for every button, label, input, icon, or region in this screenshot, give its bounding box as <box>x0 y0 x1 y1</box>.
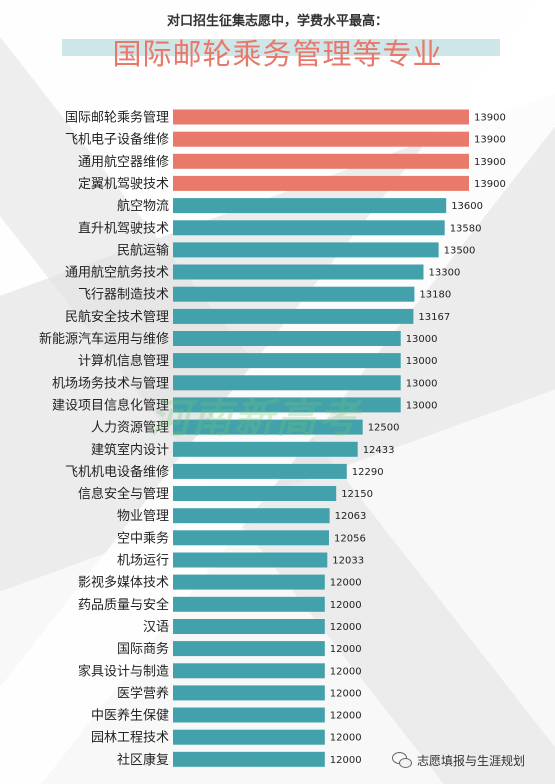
bar <box>173 441 358 457</box>
category-label: 民航运输 <box>117 242 169 258</box>
value-label: 13180 <box>419 290 451 301</box>
value-label: 13000 <box>406 400 438 411</box>
bar <box>173 308 414 324</box>
chart-subtitle: 对口招生征集志愿中，学费水平最高： <box>166 14 388 29</box>
bar <box>173 286 415 302</box>
category-label: 物业管理 <box>117 509 169 524</box>
category-label: 建设项目信息化管理 <box>52 397 169 413</box>
category-label: 空中乘务 <box>117 530 169 546</box>
category-label: 机场场务技术与管理 <box>52 375 169 391</box>
bar <box>173 685 325 701</box>
value-label: 13167 <box>418 312 450 323</box>
category-label: 航空物流 <box>117 198 169 214</box>
value-label: 13900 <box>474 113 506 124</box>
bar <box>173 751 325 767</box>
bar <box>173 353 401 369</box>
category-label: 通用航空航务技术 <box>65 265 169 281</box>
category-label: 新能源汽车运用与维修 <box>39 331 169 347</box>
category-label: 药品质量与安全 <box>78 597 169 613</box>
value-label: 12033 <box>332 556 364 567</box>
bar <box>173 552 328 568</box>
bar <box>173 486 337 501</box>
bar <box>173 131 469 147</box>
value-label: 12000 <box>330 578 362 589</box>
value-label: 13900 <box>474 135 506 146</box>
category-label: 信息安全与管理 <box>78 486 169 502</box>
category-label: 计算机信息管理 <box>78 353 169 369</box>
bar <box>173 220 445 236</box>
category-label: 直升机驾驶技术 <box>78 221 169 236</box>
value-label: 12433 <box>363 445 395 456</box>
category-label: 中医养生保健 <box>91 708 169 724</box>
bar <box>173 419 363 435</box>
category-label: 园林工程技术 <box>91 731 169 746</box>
bar <box>173 264 424 280</box>
category-label: 国际邮轮乘务管理 <box>65 110 169 126</box>
category-label: 汉语 <box>143 620 169 635</box>
footer-account: 志愿填报与生涯规划 <box>417 753 526 768</box>
title-band <box>62 39 500 56</box>
wechat-icon <box>392 751 412 769</box>
value-label: 13000 <box>406 334 438 345</box>
value-label: 12290 <box>352 467 384 478</box>
category-label: 飞行器制造技术 <box>78 288 169 303</box>
category-label: 社区康复 <box>117 752 169 768</box>
watermark: 河南新高考 <box>150 396 360 442</box>
bar <box>173 175 469 191</box>
category-label: 国际商务 <box>117 641 169 657</box>
value-label: 13900 <box>474 157 506 168</box>
category-label: 定翼机驾驶技术 <box>78 177 169 192</box>
bar <box>173 375 401 391</box>
chart-title: 国际邮轮乘务管理等专业 <box>112 37 443 71</box>
category-label: 机场运行 <box>117 554 169 569</box>
bar <box>173 641 325 657</box>
value-label: 12000 <box>330 666 362 677</box>
bar <box>173 729 325 745</box>
bar <box>173 619 325 634</box>
category-label: 民航安全技术管理 <box>65 309 169 325</box>
bar <box>173 596 325 612</box>
bar <box>173 109 469 125</box>
value-label: 12000 <box>330 755 362 766</box>
value-label: 12000 <box>330 688 362 699</box>
bar <box>173 242 439 258</box>
bar <box>173 508 330 524</box>
category-label: 飞机电子设备维修 <box>65 132 169 148</box>
bar <box>173 463 347 479</box>
value-label: 12000 <box>330 600 362 611</box>
category-label: 飞机机电设备维修 <box>65 464 169 480</box>
value-label: 12500 <box>368 423 400 434</box>
bar <box>173 198 447 214</box>
value-label: 13000 <box>406 356 438 367</box>
value-label: 12000 <box>330 733 362 744</box>
bar <box>173 153 469 169</box>
bar <box>173 663 325 679</box>
footer: 志愿填报与生涯规划 <box>392 750 525 770</box>
value-label: 12056 <box>334 533 366 544</box>
bar <box>173 574 325 590</box>
value-label: 13000 <box>406 378 438 389</box>
category-label: 人力资源管理 <box>91 421 169 436</box>
bar <box>173 530 329 546</box>
value-label: 12000 <box>330 622 362 633</box>
category-label: 影视多媒体技术 <box>78 575 169 591</box>
value-label: 13580 <box>450 223 482 234</box>
value-label: 12000 <box>330 644 362 655</box>
value-label: 13900 <box>474 179 506 190</box>
value-label: 13300 <box>429 268 461 279</box>
value-label: 13600 <box>451 201 483 212</box>
category-label: 通用航空器维修 <box>78 154 169 170</box>
bar <box>173 331 401 346</box>
bar <box>173 707 325 723</box>
category-label: 医学营养 <box>117 685 169 701</box>
category-label: 建筑室内设计 <box>91 442 169 458</box>
value-label: 13500 <box>444 245 476 256</box>
category-label: 家具设计与制造 <box>78 663 169 679</box>
value-label: 12150 <box>341 489 373 500</box>
value-label: 12000 <box>330 711 362 722</box>
value-label: 12063 <box>335 511 367 522</box>
bar <box>173 397 401 413</box>
